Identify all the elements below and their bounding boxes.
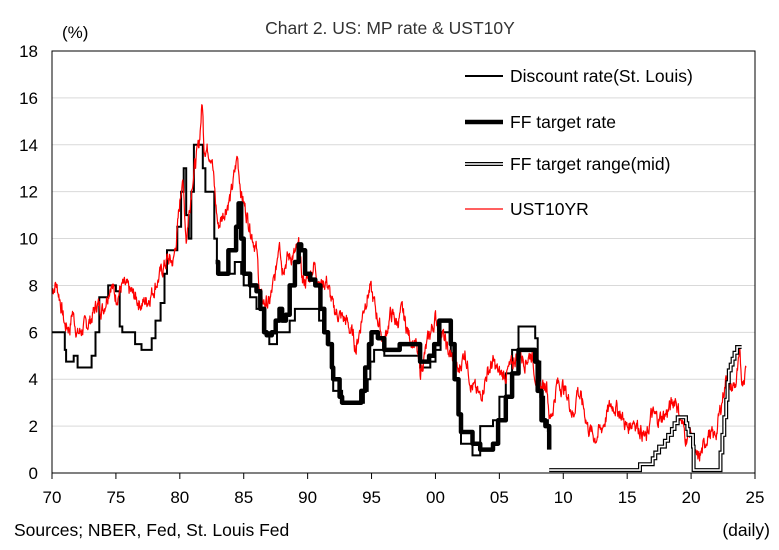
x-tick-label: 95: [362, 488, 381, 507]
x-tick-label: 90: [298, 488, 317, 507]
legend: Discount rate(St. Louis) FF target rate FF…: [465, 66, 693, 219]
y-tick-label: 2: [29, 417, 38, 436]
series-ust10yr: [51, 104, 747, 462]
legend-label: Discount rate(St. Louis): [510, 66, 693, 86]
legend-label: FF target range(mid): [510, 154, 670, 174]
x-tick-label: 15: [618, 488, 637, 507]
x-tick-label: 20: [682, 488, 701, 507]
series-ff-target-range: [549, 345, 742, 473]
chart-title: Chart 2. US: MP rate & UST10Y: [265, 18, 515, 38]
source-note: Sources; NBER, Fed, St. Louis Fed: [14, 520, 289, 540]
legend-label: FF target rate: [510, 112, 616, 132]
plot-frame: [51, 50, 756, 474]
y-axis-unit: (%): [62, 23, 88, 42]
y-axis-tick-labels: 0 2 4 6 8 10 12 14 16 18: [19, 42, 38, 483]
grid-lines: [52, 50, 755, 427]
frequency-note: (daily): [722, 520, 770, 540]
y-tick-label: 6: [29, 323, 38, 342]
x-tick-label: 80: [170, 488, 189, 507]
x-tick-label: 70: [43, 488, 62, 507]
legend-item-discount-rate: Discount rate(St. Louis): [465, 66, 693, 86]
x-tick-label: 00: [426, 488, 445, 507]
y-tick-label: 12: [19, 183, 38, 202]
x-axis-tick-marks: [51, 473, 756, 479]
y-tick-label: 4: [29, 370, 38, 389]
x-tick-label: 85: [234, 488, 253, 507]
x-tick-label: 25: [746, 488, 765, 507]
y-tick-label: 10: [19, 230, 38, 249]
series-ff-target-range-inner: [549, 346, 742, 471]
y-tick-label: 18: [19, 42, 38, 61]
legend-item-ust10yr: UST10YR: [465, 199, 589, 219]
x-tick-label: 75: [106, 488, 125, 507]
series-ff-target-range-outer: [549, 345, 742, 473]
y-tick-label: 14: [19, 136, 38, 155]
legend-label: UST10YR: [510, 199, 589, 219]
y-tick-label: 8: [29, 276, 38, 295]
x-tick-label: 10: [554, 488, 573, 507]
x-tick-label: 05: [490, 488, 509, 507]
series-ff-target-rate: [215, 201, 552, 452]
series-layer: [51, 104, 747, 473]
y-tick-label: 16: [19, 89, 38, 108]
legend-item-ff-target-rate: FF target rate: [465, 112, 616, 132]
legend-item-ff-target-range: FF target range(mid): [465, 154, 670, 174]
y-tick-label: 0: [29, 464, 38, 483]
x-axis-tick-labels: 70 75 80 85 90 95 00 05 10 15 20 25: [43, 488, 765, 507]
